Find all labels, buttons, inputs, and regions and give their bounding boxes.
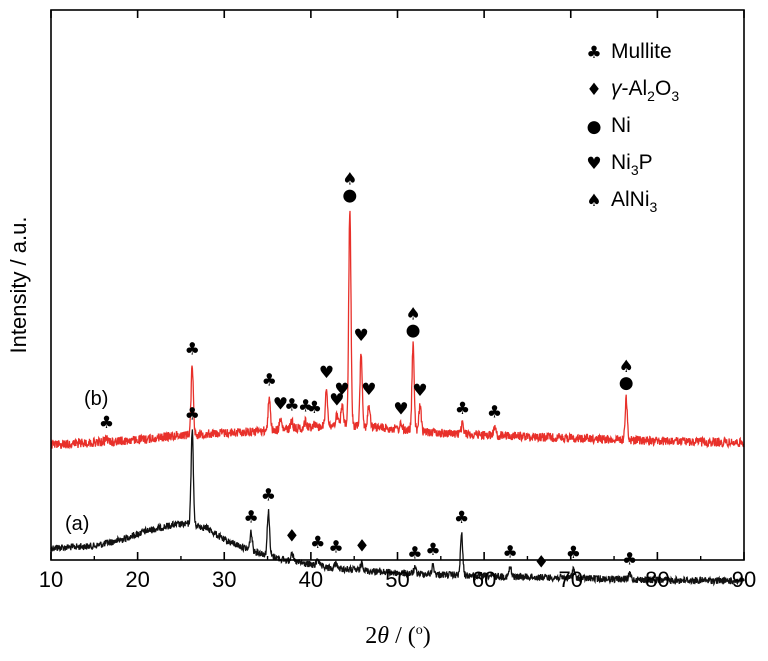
curve-labels: (a) (b) [65,388,108,535]
x-tick-label: 30 [212,567,236,592]
peak-marker: ♥ [273,395,288,415]
legend-entry: Mullite [611,40,672,63]
x-axis: 10 20 30 40 50 60 70 80 90 [39,10,756,592]
legend-symbol: ♥ [586,154,601,174]
peak-marker: ♣ [310,533,325,553]
legend-symbol: ♠ [586,191,601,211]
peak-marker: ♣ [487,402,502,422]
peak-marker: ♦ [354,536,369,556]
y-axis-label: Intensity / a.u. [6,217,31,354]
x-tick-label: 40 [299,567,323,592]
marker-layer: ♣♣♣♦ ♣ ♣ ♦ ♣ ♣♣♣ ♦ ♣ ♣♣♣♣♥♣♣♣♥♥♥●♠♥♥♥●♠♥♣ ♣●♠ [99,169,637,572]
legend-symbol: ♦ [586,80,601,100]
peak-marker: ♣ [99,413,114,433]
legend-entry: γ-Al2O3 [611,77,679,104]
peak-marker: ♣ [185,339,200,359]
peak-marker: ♥ [353,326,368,346]
series-line [50,429,745,587]
peak-marker: ♣ [262,370,277,390]
series-line [50,210,745,450]
peak-marker: ♥ [319,363,334,383]
legend-symbol: ● [587,117,602,137]
peak-marker: ♣ [243,507,258,527]
peak-marker: ♣ [261,485,276,505]
legend: ♣ Mullite ♦ γ-Al2O3 ● Ni ♥ Ni3P ♠ AlNi3 [586,40,679,215]
peak-marker: ♦ [534,552,549,572]
peak-marker: ♣ [407,544,422,564]
x-tick-label: 60 [472,567,496,592]
x-tick-label: 50 [385,567,409,592]
peak-marker: ♥ [334,380,349,400]
peak-marker: ♣ [328,538,343,558]
x-tick-label: 20 [125,567,149,592]
x-tick-label: 70 [559,567,583,592]
series-label: (b) [84,388,108,410]
series-label: (a) [65,513,89,535]
x-axis-label: 2θ / (o) [365,623,430,649]
peak-marker: ♣ [307,398,322,418]
peak-marker: ♣ [454,508,469,528]
peak-marker: ♣ [298,396,313,416]
peak-marker: ♠ [619,357,634,377]
legend-entry: AlNi3 [611,188,658,215]
peak-marker: ♥ [361,380,376,400]
peak-marker: ♠ [342,169,357,189]
legend-symbol: ♣ [586,43,601,63]
peak-marker: ♥ [329,390,344,410]
x-tick-label: 80 [645,567,669,592]
peak-marker: ♥ [393,399,408,419]
peak-marker: ♦ [284,526,299,546]
peak-marker: ♠ [405,304,420,324]
peak-marker: ♣ [185,405,200,425]
legend-entry: Ni [611,114,631,137]
series-layer [50,210,745,587]
legend-entry: Ni3P [611,151,653,178]
peak-marker: ♣ [502,543,517,563]
peak-marker: ♣ [566,543,581,563]
peak-marker: ● [406,320,421,340]
peak-marker: ♣ [284,396,299,416]
peak-marker: ♣ [455,399,470,419]
peak-marker: ● [342,185,357,205]
peak-marker: ♥ [412,381,427,401]
x-tick-label: 10 [39,567,63,592]
peak-marker: ● [619,373,634,393]
x-tick-label: 90 [732,567,756,592]
peak-marker: ♣ [425,540,440,560]
